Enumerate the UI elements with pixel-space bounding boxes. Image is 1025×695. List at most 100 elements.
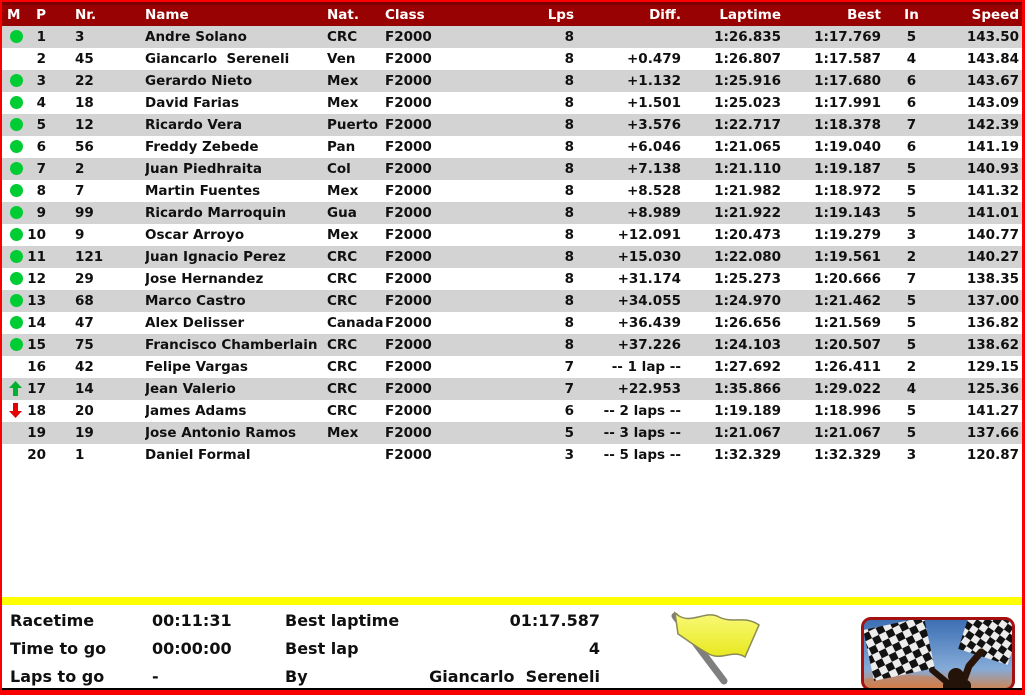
best-lap-label: Best lap	[285, 639, 359, 658]
cell-cls: F2000	[385, 95, 432, 111]
cell-laptime: 1:26.835	[714, 29, 781, 45]
cell-best: 1:19.143	[814, 205, 881, 221]
checkered-flag-photo	[861, 617, 1015, 691]
cell-laptime: 1:24.103	[714, 337, 781, 353]
cell-laptime: 1:35.866	[714, 381, 781, 397]
table-row[interactable]: 11 121 Juan Ignacio Perez CRC F2000 8 +15.030 1…	[2, 246, 1022, 268]
cell-diff: +36.439	[617, 315, 681, 331]
cell-lps: 8	[564, 51, 574, 67]
cell-speed: 125.36	[966, 381, 1019, 397]
spacer-cell	[46, 202, 75, 224]
table-row[interactable]: 15 75 Francisco Chamberlain CRC F2000 8 +37.22…	[2, 334, 1022, 356]
cell-cls: F2000	[385, 73, 432, 89]
cell-nr: 1	[75, 447, 85, 463]
cell-cls: F2000	[385, 337, 432, 353]
cell-marker	[2, 202, 26, 224]
cell-inlap: 5	[906, 315, 917, 331]
cell-nr: 12	[75, 117, 94, 133]
cell-name: Jean Valerio	[145, 381, 236, 397]
cell-lps: 8	[564, 271, 574, 287]
table-row[interactable]: 16 42 Felipe Vargas CRC F2000 7 -- 1 lap -- 1:2…	[2, 356, 1022, 378]
cell-cls: F2000	[385, 381, 432, 397]
spacer-cell	[46, 70, 75, 92]
cell-nr: 121	[75, 249, 104, 265]
table-row[interactable]: 19 19 Jose Antonio Ramos Mex F2000 5 -- 3 laps…	[2, 422, 1022, 444]
table-row[interactable]: 17 14 Jean Valerio CRC F2000 7 +22.953 1:35.866…	[2, 378, 1022, 400]
cell-name: Ricardo Vera	[145, 117, 243, 133]
cell-nat: Pan	[327, 139, 356, 155]
cell-speed: 140.93	[966, 161, 1019, 177]
spacer-cell	[46, 26, 75, 48]
cell-diff: +7.138	[626, 161, 681, 177]
table-row[interactable]: 4 18 David Farias Mex F2000 8 +1.501 1:25.023 1:…	[2, 92, 1022, 114]
table-row[interactable]: 3 22 Gerardo Nieto Mex F2000 8 +1.132 1:25.916 1…	[2, 70, 1022, 92]
cell-best: 1:18.996	[814, 403, 881, 419]
cell-laptime: 1:27.692	[714, 359, 781, 375]
cell-diff: +6.046	[626, 139, 681, 155]
table-row[interactable]: 10 9 Oscar Arroyo Mex F2000 8 +12.091 1:20.473 1…	[2, 224, 1022, 246]
cell-diff: +12.091	[617, 227, 681, 243]
time-to-go-label: Time to go	[10, 639, 107, 658]
cell-nat: CRC	[327, 337, 358, 353]
table-row[interactable]: 8 7 Martin Fuentes Mex F2000 8 +8.528 1:21.982 1…	[2, 180, 1022, 202]
header-lps: Lps	[547, 7, 574, 23]
cell-marker	[2, 290, 26, 312]
table-row[interactable]: 2 45 Giancarlo Sereneli Ven F2000 8 +0.479 1:26…	[2, 48, 1022, 70]
cell-speed: 136.82	[966, 315, 1019, 331]
cell-laptime: 1:21.065	[714, 139, 781, 155]
table-row[interactable]: 14 47 Alex Delisser Canada F2000 8 +36.439 1:26…	[2, 312, 1022, 334]
cell-name: Felipe Vargas	[145, 359, 248, 375]
by-label: By	[285, 667, 308, 686]
cell-marker	[2, 114, 26, 136]
racetime-label: Racetime	[10, 611, 95, 630]
table-row[interactable]: 9 99 Ricardo Marroquin Gua F2000 8 +8.989 1:21.…	[2, 202, 1022, 224]
cell-lps: 7	[564, 381, 574, 397]
table-row[interactable]: 1 3 Andre Solano CRC F2000 8 1:26.835 1:17.769 5…	[2, 26, 1022, 48]
yellow-flag-icon	[662, 607, 774, 691]
table-row[interactable]: 6 56 Freddy Zebede Pan F2000 8 +6.046 1:21.065 1…	[2, 136, 1022, 158]
spacer-cell	[46, 290, 75, 312]
header-nr: Nr.	[75, 7, 97, 23]
cell-inlap: 5	[906, 293, 917, 309]
spacer-cell	[46, 136, 75, 158]
cell-speed: 120.87	[966, 447, 1019, 463]
spacer-cell	[46, 224, 75, 246]
cell-lps: 8	[564, 161, 574, 177]
table-row[interactable]: 5 12 Ricardo Vera Puerto F2000 8 +3.576 1:22.71…	[2, 114, 1022, 136]
spacer-cell	[46, 444, 75, 466]
cell-laptime: 1:24.970	[714, 293, 781, 309]
cell-nr: 29	[75, 271, 94, 287]
table-row[interactable]: 18 20 James Adams CRC F2000 6 -- 2 laps -- 1:19…	[2, 400, 1022, 422]
cell-inlap: 7	[906, 117, 917, 133]
cell-marker	[2, 356, 26, 378]
cell-speed: 143.09	[966, 95, 1019, 111]
cell-laptime: 1:21.067	[714, 425, 781, 441]
cell-best: 1:19.040	[814, 139, 881, 155]
cell-name: Alex Delisser	[145, 315, 245, 331]
header-cls: Class	[385, 7, 425, 23]
cell-cls: F2000	[385, 447, 432, 463]
cell-cls: F2000	[385, 139, 432, 155]
cell-best: 1:17.769	[814, 29, 881, 45]
cell-inlap: 4	[906, 381, 917, 397]
time-to-go-value: 00:00:00	[152, 639, 232, 658]
table-row[interactable]: 13 68 Marco Castro CRC F2000 8 +34.055 1:24.970…	[2, 290, 1022, 312]
cell-laptime: 1:26.807	[714, 51, 781, 67]
cell-diff: +37.226	[617, 337, 681, 353]
cell-name: Ricardo Marroquin	[145, 205, 287, 221]
cell-speed: 143.84	[966, 51, 1019, 67]
table-row[interactable]: 12 29 Jose Hernandez CRC F2000 8 +31.174 1:25.2…	[2, 268, 1022, 290]
green-dot-icon	[10, 183, 23, 197]
cell-best: 1:17.587	[814, 51, 881, 67]
spacer-cell	[46, 92, 75, 114]
green-dot-icon	[10, 29, 23, 43]
racetime-value: 00:11:31	[152, 611, 232, 630]
table-row[interactable]: 7 2 Juan Piedhraita Col F2000 8 +7.138 1:21.110…	[2, 158, 1022, 180]
cell-lps: 8	[564, 337, 574, 353]
cell-inlap: 4	[906, 51, 917, 67]
cell-nr: 3	[75, 29, 85, 45]
cell-nr: 18	[75, 95, 94, 111]
cell-nat	[327, 444, 385, 466]
cell-marker	[2, 26, 26, 48]
table-row[interactable]: 20 1 Daniel Formal F2000 3 -- 5 laps -- 1:32.3…	[2, 444, 1022, 466]
